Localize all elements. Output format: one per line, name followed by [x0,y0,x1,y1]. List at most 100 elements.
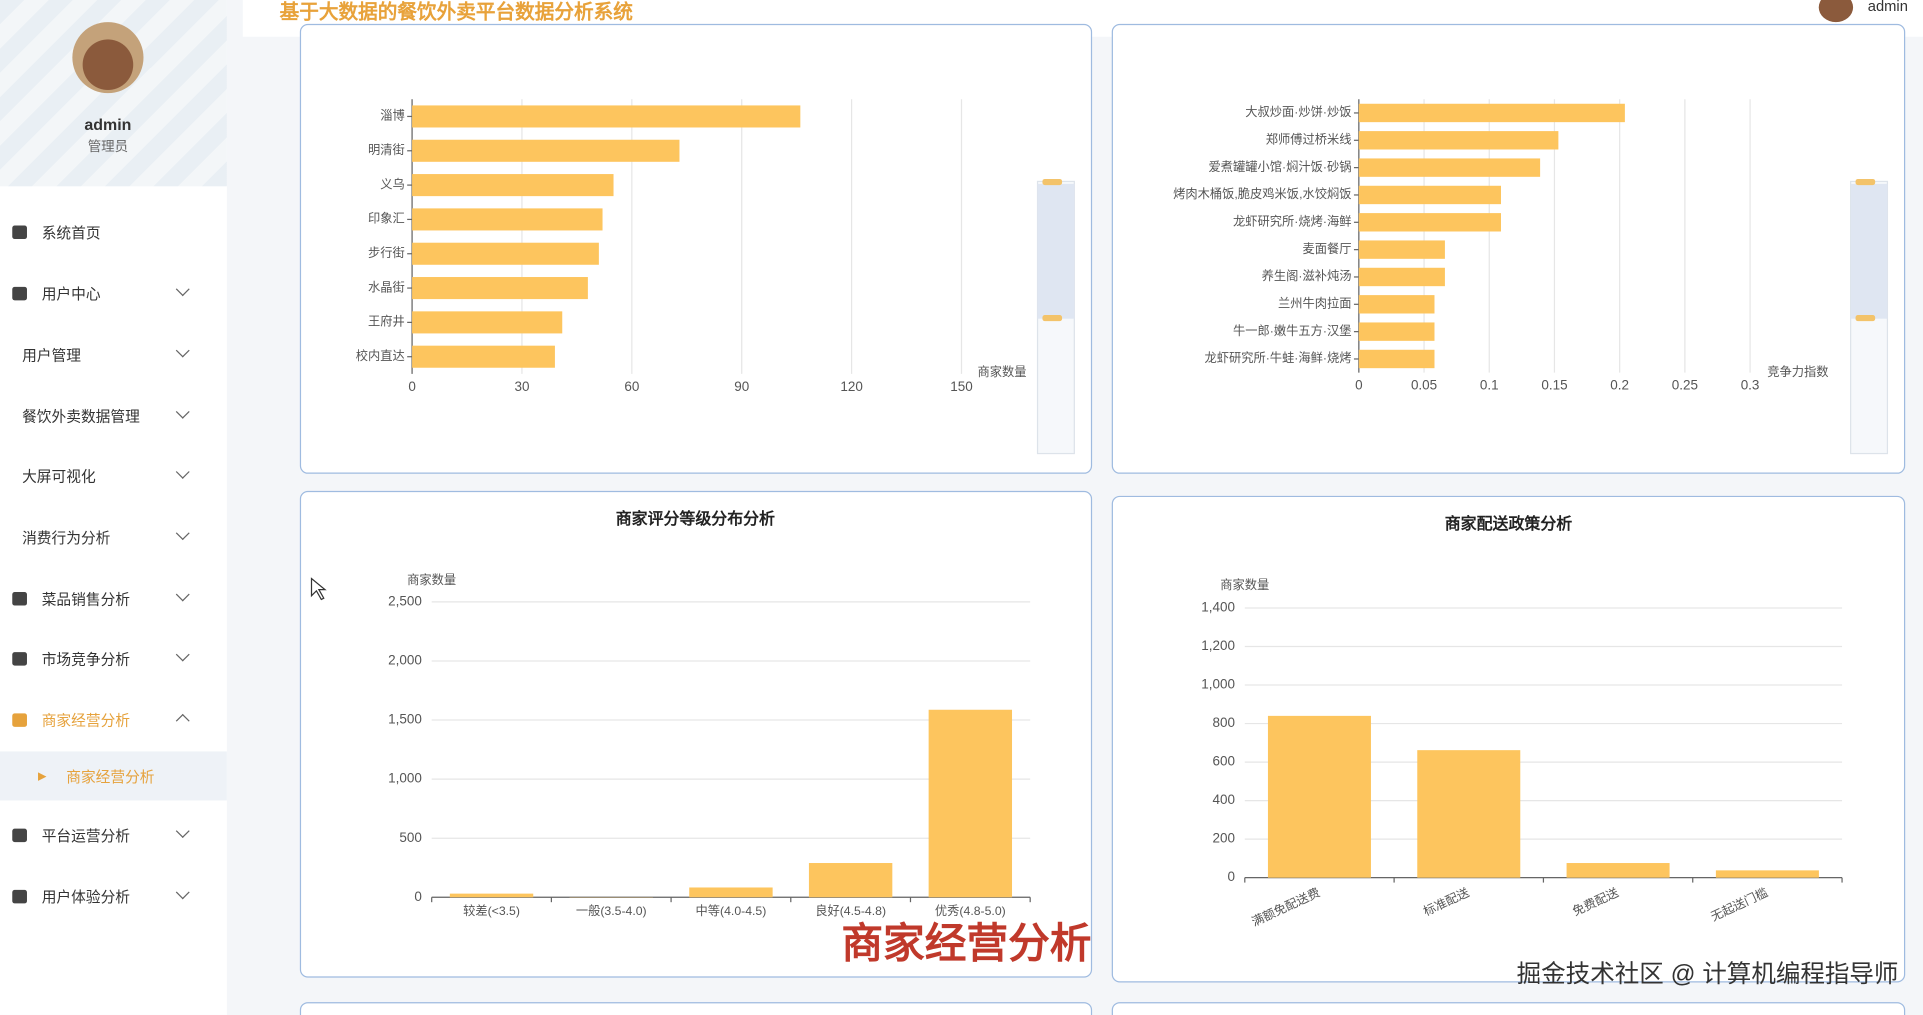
bar [1358,185,1501,205]
bar [1358,267,1445,287]
bar [1358,158,1541,177]
y-tick-label: 1,500 [388,712,422,727]
y-tick-label: 麦面餐厅 [1302,241,1351,256]
menu-label: 平台运营分析 [41,826,131,844]
y-tick-label: 龙虾研究所·烧烤·海鲜 [1233,214,1351,229]
watermark: 掘金技术社区 @ 计算机编程指导师 [1517,960,1899,988]
menu-item[interactable]: 餐饮外卖数据管理 [0,391,227,440]
cursor [310,577,327,601]
y-tick-label: 1,000 [388,771,422,786]
y-tick-label: 王府井 [368,314,405,329]
chart: 商家评分等级分布分析 0 500 1,000 1,500 2,000 2,500 商家数量较差… [388,509,1031,918]
bar [1715,870,1819,878]
bar [1358,240,1445,259]
panel [1111,23,1906,474]
x-tick-label: 0.05 [1411,378,1437,393]
menu-icon [12,651,27,665]
zoom-slider[interactable] [1850,178,1889,455]
caption: 商家经营分析 [841,919,1091,966]
y-tick-label: 0 [414,889,422,904]
x-tick-label: 较差(<3.5) [463,903,520,918]
axis-name: 商家数量 [1220,577,1269,592]
user-avatar[interactable] [1818,0,1854,23]
bar [412,242,599,265]
y-tick-label: 800 [1212,715,1234,730]
y-tick-label: 龙虾研究所·牛蛙·海鲜·烧烤 [1204,350,1351,365]
menu-icon [12,224,27,239]
x-tick-label: 0 [408,379,416,394]
menu-icon [12,712,27,727]
x-tick-label: 0.15 [1541,378,1567,393]
panel [299,1002,1093,1015]
bar [412,139,680,162]
menu-label: 餐饮外卖数据管理 [22,407,140,425]
menu-icon [12,828,27,842]
y-tick-label: 大叔炒面·炒饼·炒饭 [1245,105,1351,119]
submenu-item[interactable]: ▶ 商家经营分析 [0,751,227,801]
menu-label: 消费行为分析 [22,528,111,547]
bar [1417,750,1521,878]
menu-item[interactable]: 用户中心 [0,268,227,317]
menu-label: 用户中心 [41,284,101,303]
bar [449,893,534,898]
y-tick-label: 爱煮罐罐小馆·焖汁饭·砂锅 [1209,159,1352,174]
menu-item[interactable]: 大屏可视化 [0,451,227,500]
panel [299,490,1093,978]
zoom-slider[interactable] [1036,178,1075,455]
y-tick-label: 淄博 [380,108,405,123]
menu-icon [12,286,27,300]
x-tick-label: 中等(4.0-4.5) [696,903,767,918]
menu-item[interactable]: 菜品销售分析 [0,574,227,623]
bar [808,863,893,898]
menu-item[interactable]: 用户管理 [0,330,227,379]
y-tick-label: 水晶街 [368,280,405,294]
y-tick-label: 600 [1212,754,1234,769]
bar [1358,322,1435,341]
bar [412,345,555,368]
menu-item[interactable]: 市场竞争分析 [0,634,227,683]
x-tick-label: 0.2 [1610,378,1629,393]
menu-label: 大屏可视化 [22,467,96,485]
x-tick-label: 优秀(4.8-5.0) [935,904,1006,918]
y-tick-label: 步行街 [368,246,405,260]
y-tick-label: 200 [1212,831,1234,846]
y-tick-label: 明清街 [368,143,405,157]
menu-item[interactable]: 商家经营分析 [0,695,227,744]
chart: 0 0.05 0.1 0.15 0.2 0.25 0.3 竞争力指数 大叔炒面·炒饼·炒饭郑师傅… [1173,99,1829,393]
bar [1358,349,1435,369]
role: 管理员 [87,139,129,155]
menu-item[interactable]: 消费行为分析 [0,512,227,561]
menu-label: 系统首页 [41,223,101,241]
y-tick-label: 兰州牛肉拉面 [1278,296,1352,311]
x-tick-label: 90 [734,379,749,394]
menu-label: 菜品销售分析 [41,590,131,608]
y-tick-label: 500 [399,830,421,845]
panel [1111,495,1906,983]
menu-item[interactable]: 系统首页 [0,207,227,256]
bar [1566,863,1670,878]
menu-item[interactable]: 用户体验分析 [0,872,227,921]
axis-name: 商家数量 [977,364,1026,379]
axis-name: 竞争力指数 [1767,364,1828,379]
y-tick-label: 养生阁·滋补炖汤 [1262,268,1352,283]
y-tick-label: 400 [1212,792,1234,807]
chart-title: 商家配送政策分析 [1445,514,1572,533]
chart: 商家配送政策分析 0 200 400 600 800 1,000 1,200 1,400 商家数量… [1201,514,1843,929]
bar [412,208,603,231]
app-title: 基于大数据的餐饮外卖平台数据分析系统 [279,2,633,24]
bar [412,277,588,300]
x-tick-label: 0.3 [1741,378,1760,393]
avatar[interactable] [72,22,144,94]
y-tick-label: 0 [1227,869,1235,884]
bar [1267,715,1371,878]
menu-label: 市场竞争分析 [41,650,131,668]
bar [412,174,614,197]
bar [412,105,801,128]
user-name[interactable]: admin [1867,0,1908,15]
submenu-label: 商家经营分析 [66,767,155,786]
menu-item[interactable]: 平台运营分析 [0,810,227,859]
menu-icon [12,591,27,605]
